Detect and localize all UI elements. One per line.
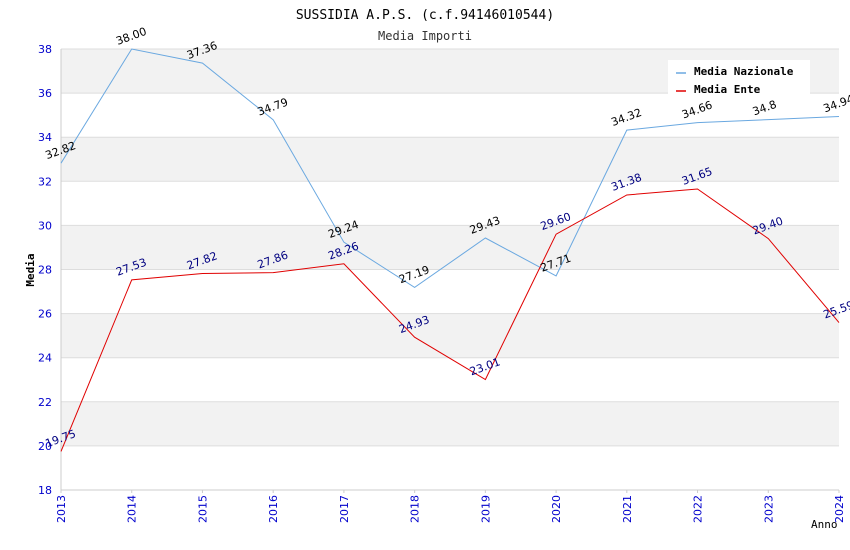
x-tick-label: 2014 [126,495,139,523]
legend-label-media-ente: Media Ente [694,83,761,96]
x-tick-label: 2017 [338,495,351,523]
legend: Media Nazionale Media Ente [668,60,810,96]
series-lines [60,48,840,452]
x-tick-label: 2019 [479,495,492,523]
y-tick-label: 32 [38,175,52,188]
x-tick-label: 2023 [762,495,775,523]
y-tick-label: 18 [38,484,52,497]
grid-band [61,137,839,182]
y-tick-label: 30 [38,219,52,232]
y-tick-label: 38 [38,43,52,56]
x-tick-label: 2018 [409,495,422,523]
x-tick-label: 2013 [55,495,68,523]
series-line-media-ente [60,188,840,452]
series-line-media-nazionale [60,48,840,289]
axes [60,49,840,493]
x-tick-label: 2015 [196,495,209,523]
y-tick-labels: 18 20 22 24 26 28 30 32 34 36 38 [38,43,52,497]
legend-box [668,60,810,96]
legend-label-media-nazionale: Media Nazionale [694,65,794,78]
data-label: 38.00 [114,25,148,48]
y-axis-label: Media [24,253,37,286]
x-axis-label: Anno [811,518,838,531]
y-tick-label: 20 [38,440,52,453]
x-tick-label: 2022 [692,495,705,523]
x-tick-label: 2020 [550,495,563,523]
y-tick-label: 24 [38,352,52,365]
y-tick-label: 34 [38,131,52,144]
x-tick-label: 2021 [621,495,634,523]
y-tick-label: 26 [38,308,52,321]
x-tick-label: 2016 [267,495,280,523]
grid-band [61,401,839,446]
y-tick-label: 22 [38,396,52,409]
x-tick-label: 2024 [833,495,846,523]
chart-title: SUSSIDIA A.P.S. (c.f.94146010544) [296,8,554,23]
chart-subtitle: Media Importi [378,29,472,43]
y-tick-label: 28 [38,264,52,277]
grid-band [61,313,839,358]
y-tick-label: 36 [38,87,52,100]
x-tick-labels: 2013 2014 2015 2016 2017 2018 2019 2020 2021 2022… [55,495,846,523]
